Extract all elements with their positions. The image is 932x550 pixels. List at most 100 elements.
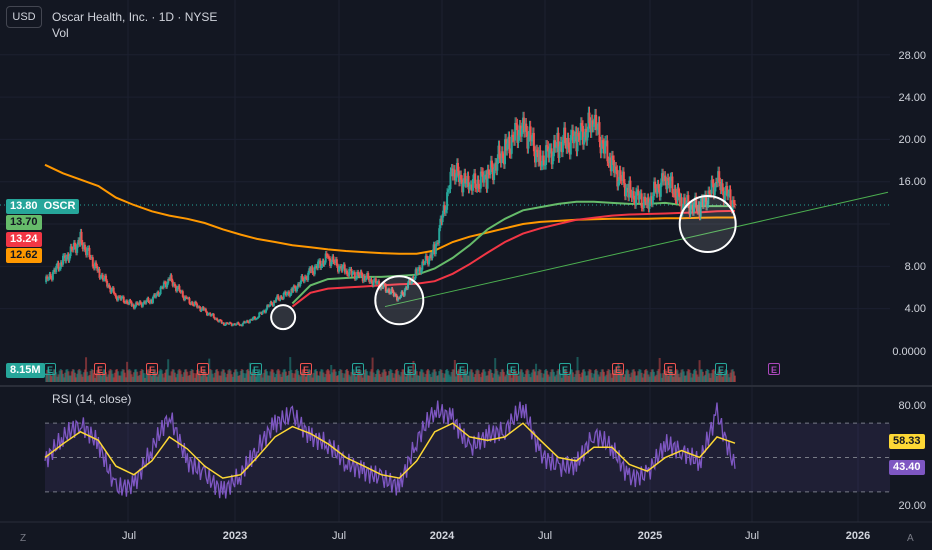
volume-bar <box>558 370 561 382</box>
earnings-marker[interactable]: E <box>507 363 519 375</box>
currency-button[interactable]: USD <box>6 6 42 28</box>
volume-bar <box>132 372 135 382</box>
earnings-marker[interactable]: E <box>768 363 780 375</box>
volume-bar <box>501 369 504 382</box>
volume-bar <box>284 371 287 382</box>
candle-body <box>76 245 79 253</box>
earnings-marker[interactable]: E <box>197 363 209 375</box>
volume-bar <box>580 372 583 382</box>
earnings-marker[interactable]: E <box>44 363 56 375</box>
candle-body <box>228 322 231 325</box>
volume-bar <box>599 372 602 382</box>
candle-body <box>312 273 315 275</box>
volume-bar <box>105 372 108 382</box>
volume-bar <box>274 377 276 382</box>
volume-bar <box>681 369 684 382</box>
candle-body <box>247 322 250 324</box>
candle-body <box>270 301 273 304</box>
earnings-marker[interactable]: E <box>404 363 416 375</box>
price-tick: 16.00 <box>898 176 926 188</box>
volume-bar <box>122 369 125 382</box>
candle-body <box>713 187 716 196</box>
volume-bar <box>568 371 571 382</box>
volume-bar <box>130 374 133 382</box>
candle-body <box>720 183 723 191</box>
earnings-marker[interactable]: E <box>146 363 158 375</box>
volume-bar <box>432 369 435 382</box>
volume-bar <box>229 370 232 382</box>
volume-bar <box>478 374 481 382</box>
candle-body <box>620 179 623 181</box>
volume-bar <box>115 369 118 382</box>
volume-bar <box>575 370 578 382</box>
candle-body <box>333 261 336 264</box>
candle-body <box>413 278 416 280</box>
volume-bar <box>669 369 672 382</box>
earnings-marker[interactable]: E <box>715 363 727 375</box>
volume-bar <box>121 369 124 382</box>
volume-bar <box>235 369 238 382</box>
candle-body <box>171 280 174 286</box>
candle-body <box>516 124 519 143</box>
volume-bar <box>266 371 269 382</box>
candle-body <box>576 132 579 152</box>
annotation-circles[interactable] <box>270 195 737 331</box>
earnings-marker[interactable]: E <box>94 363 106 375</box>
volume-bar <box>520 369 523 382</box>
candle-body <box>237 322 240 325</box>
candle-body <box>557 132 560 159</box>
volume-bar <box>532 369 535 382</box>
volume-bar <box>307 370 310 382</box>
candle-body <box>190 302 193 305</box>
candle-body <box>204 308 207 312</box>
candle-body <box>719 181 722 191</box>
volume-bar <box>287 375 290 382</box>
timezone-button[interactable]: Z <box>20 533 27 544</box>
earnings-marker[interactable]: E <box>250 363 262 375</box>
volume-bar <box>428 370 431 382</box>
volume-bar <box>447 370 450 382</box>
candle-body <box>465 183 468 185</box>
earnings-marker[interactable]: E <box>300 363 312 375</box>
volume-bar <box>253 372 256 382</box>
volume-bar <box>244 373 247 382</box>
candle-body <box>162 282 165 288</box>
volume-bar <box>670 369 673 382</box>
volume-bar <box>641 377 644 382</box>
earnings-marker[interactable]: E <box>352 363 364 375</box>
candle-body <box>412 277 415 280</box>
candle-body <box>424 255 427 264</box>
volume-bar <box>276 370 279 382</box>
volume-bar <box>658 357 661 382</box>
candle-body <box>321 260 324 266</box>
earnings-marker[interactable]: E <box>559 363 571 375</box>
volume-bar <box>694 369 697 382</box>
candle-body <box>200 309 203 312</box>
price-tick: 28.00 <box>898 50 926 62</box>
volume-bar <box>133 369 136 382</box>
candle-body <box>70 246 73 250</box>
volume-bar <box>99 374 102 382</box>
earnings-marker[interactable]: E <box>456 363 468 375</box>
candle-body <box>559 141 562 147</box>
volume-bar <box>719 369 722 382</box>
earnings-marker[interactable]: E <box>664 363 676 375</box>
candle-body <box>54 269 57 272</box>
volume-bar <box>539 369 542 382</box>
candle-body <box>625 188 628 197</box>
volume-bar <box>270 369 273 382</box>
volume-bar <box>58 370 61 382</box>
volume-bar <box>271 369 274 382</box>
candle-body <box>118 296 121 298</box>
volume-bar <box>338 371 341 382</box>
volume-bar <box>382 369 385 382</box>
volume-bar <box>508 370 511 382</box>
candle-body <box>419 267 422 273</box>
volume-bar <box>479 377 482 382</box>
volume-bar <box>686 371 689 382</box>
auto-scale-button[interactable]: A <box>907 533 914 544</box>
volume-bar <box>633 371 636 382</box>
volume-bar <box>362 372 365 382</box>
earnings-marker[interactable]: E <box>612 363 624 375</box>
